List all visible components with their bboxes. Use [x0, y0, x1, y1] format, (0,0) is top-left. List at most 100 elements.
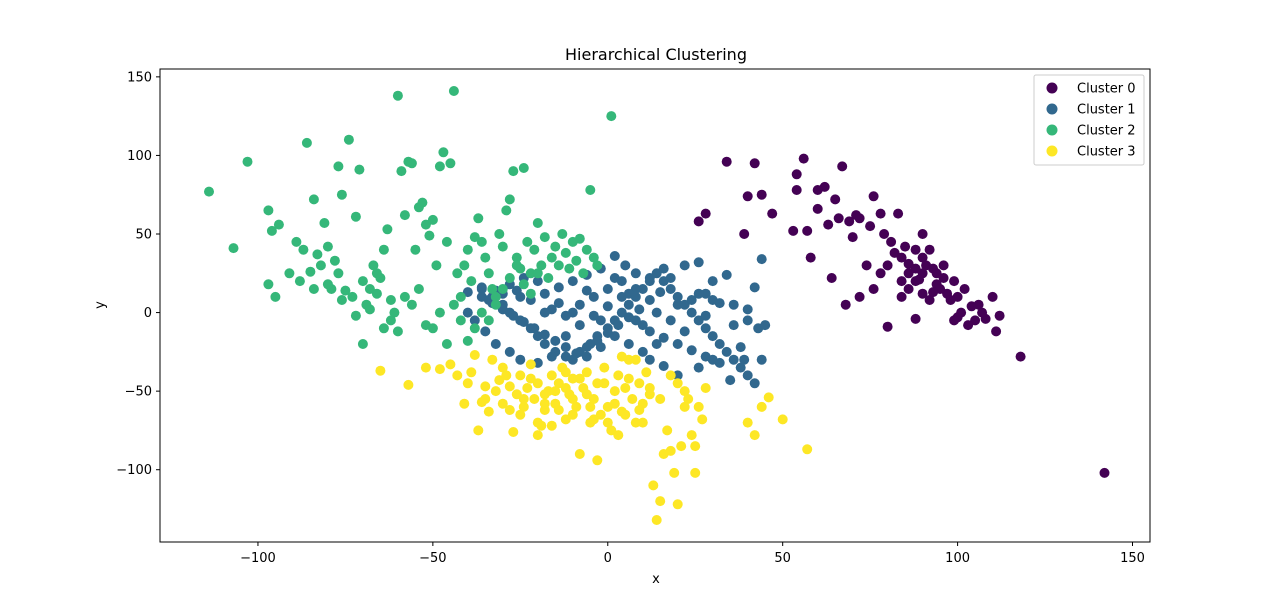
data-point [735, 362, 746, 373]
legend: Cluster 0 Cluster 1 Cluster 2 Cluster 3 [1033, 74, 1145, 166]
data-point [273, 219, 284, 230]
data-point [686, 307, 697, 318]
data-point [613, 430, 624, 441]
data-point [609, 398, 620, 409]
data-point [585, 401, 596, 412]
data-point [665, 315, 676, 326]
x-tick-label: −100 [240, 551, 276, 566]
data-point [511, 252, 522, 263]
data-point [487, 284, 498, 294]
data-point [725, 375, 736, 386]
data-point [294, 276, 305, 287]
data-point [480, 381, 491, 392]
data-point [896, 276, 907, 287]
data-point [336, 189, 347, 200]
data-point [567, 394, 578, 404]
data-point [455, 315, 466, 326]
data-point [378, 323, 389, 334]
data-point [910, 276, 921, 287]
data-point [532, 378, 543, 389]
data-point [438, 147, 449, 158]
data-point [728, 354, 739, 365]
data-point [903, 284, 914, 294]
data-point [567, 409, 578, 420]
data-point [501, 205, 512, 216]
data-point [672, 299, 683, 310]
series-1 [462, 251, 771, 389]
data-point [574, 373, 585, 384]
legend-marker [1046, 145, 1058, 157]
data-point [263, 205, 274, 216]
x-tick-label: 100 [945, 551, 970, 566]
data-point [581, 342, 592, 353]
data-point [515, 370, 526, 381]
data-point [518, 401, 529, 412]
data-point [532, 276, 543, 287]
data-point [483, 406, 494, 417]
data-point [382, 224, 393, 235]
data-point [301, 137, 312, 148]
data-point [791, 169, 802, 180]
data-point [805, 252, 816, 263]
data-point [578, 268, 589, 279]
data-point [448, 299, 459, 310]
data-point [539, 288, 550, 299]
data-point [900, 241, 911, 252]
series-0 [693, 153, 1110, 478]
data-point [462, 244, 473, 255]
y-axis-label: y [93, 301, 108, 309]
data-point [588, 252, 599, 263]
data-point [840, 299, 851, 310]
data-point [672, 378, 683, 389]
data-point [357, 276, 368, 287]
data-point [644, 295, 655, 305]
data-point [497, 362, 508, 373]
data-point [662, 425, 673, 436]
data-point [949, 315, 960, 326]
data-point [270, 291, 281, 302]
data-point [777, 414, 788, 425]
data-point [868, 191, 879, 202]
data-point [399, 291, 410, 302]
data-point [354, 164, 365, 175]
x-tick-label: 50 [774, 551, 791, 566]
data-point [714, 298, 725, 309]
data-point [242, 156, 253, 167]
data-point [707, 354, 718, 365]
data-point [546, 252, 557, 263]
data-point [893, 208, 904, 219]
data-point [1015, 351, 1026, 362]
data-point [606, 111, 617, 122]
x-tick-label: 0 [604, 551, 612, 566]
data-point [476, 307, 487, 318]
data-point [595, 315, 606, 326]
legend-label: Cluster 3 [1077, 145, 1136, 160]
data-point [553, 282, 564, 293]
data-point [595, 409, 606, 420]
x-tick-label: 150 [1120, 551, 1145, 566]
data-point [868, 284, 879, 294]
data-point [749, 378, 760, 389]
data-point [581, 244, 592, 255]
data-point [329, 255, 340, 266]
data-point [504, 194, 515, 205]
data-point [529, 323, 540, 334]
data-point [571, 255, 582, 266]
data-point [802, 444, 813, 455]
data-point [634, 304, 645, 315]
data-point [742, 370, 753, 381]
data-point [417, 197, 428, 208]
y-tick-label: 50 [135, 228, 152, 243]
data-point [536, 260, 547, 271]
data-point [522, 236, 533, 247]
data-point [284, 268, 295, 279]
data-point [917, 288, 928, 299]
data-point [679, 260, 690, 271]
data-point [511, 260, 522, 271]
data-point [686, 295, 697, 305]
data-point [501, 370, 512, 381]
data-point [693, 401, 704, 412]
data-point [760, 320, 771, 331]
data-point [410, 244, 421, 255]
data-point [529, 394, 540, 404]
